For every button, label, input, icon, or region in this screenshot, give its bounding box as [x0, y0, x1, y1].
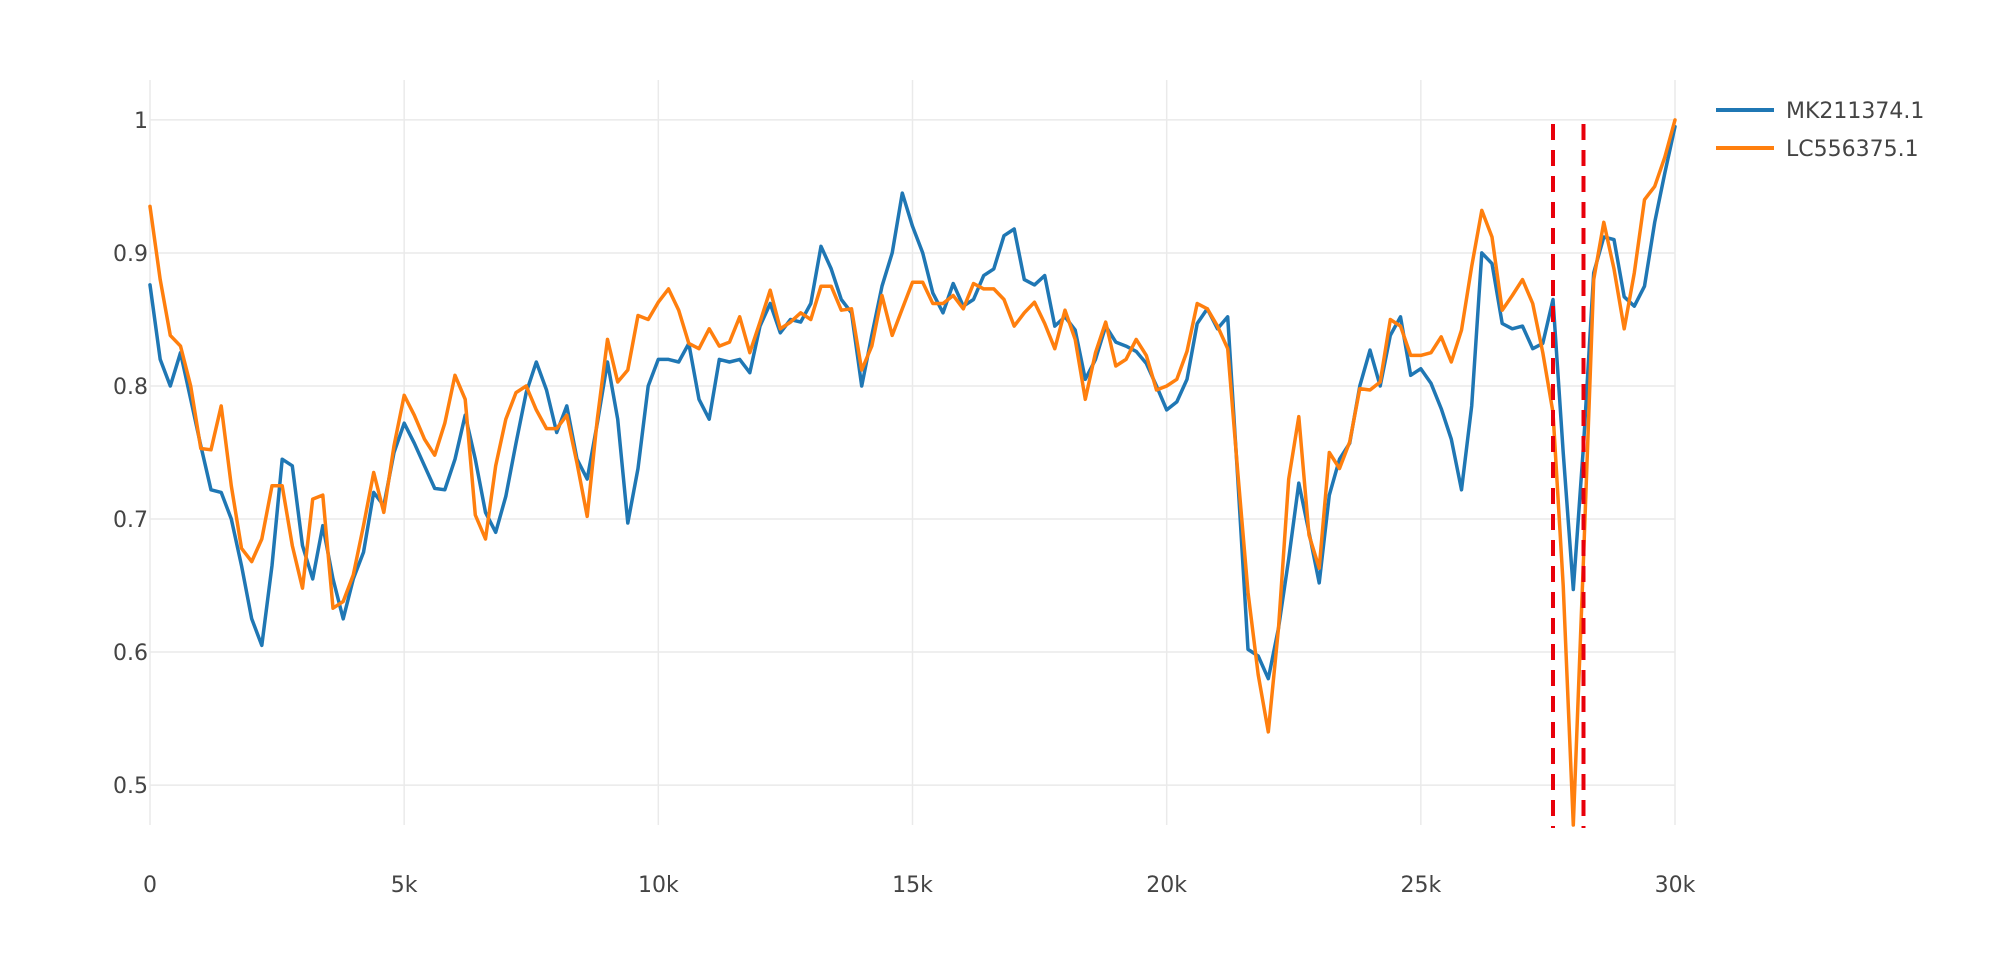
- y-tick-label: 1: [134, 109, 148, 134]
- y-tick-label: 0.5: [113, 774, 148, 799]
- series-line-0[interactable]: [148, 124, 1677, 681]
- y-tick-label: 0.6: [113, 641, 148, 666]
- x-tick-label: 20k: [1146, 873, 1187, 898]
- grid-lines: [149, 80, 1676, 825]
- y-tick-label: 0.7: [113, 508, 148, 533]
- x-tick-label: 10k: [638, 873, 679, 898]
- x-tick-label: 0: [143, 873, 157, 898]
- dashed-markers: [1551, 124, 1586, 828]
- y-tick-label: 0.8: [113, 375, 148, 400]
- legend-item-0[interactable]: MK211374.1: [1716, 99, 1924, 124]
- plot-area: [148, 118, 1677, 827]
- x-axis: 0 5k 10k 15k 20k 25k 30k: [143, 873, 1696, 898]
- x-tick-label: 25k: [1400, 873, 1441, 898]
- legend-label: MK211374.1: [1786, 99, 1924, 124]
- series-line-1[interactable]: [148, 118, 1677, 827]
- x-tick-label: 30k: [1655, 873, 1696, 898]
- x-tick-label: 15k: [892, 873, 933, 898]
- y-tick-label: 0.9: [113, 242, 148, 267]
- legend-item-1[interactable]: LC556375.1: [1716, 137, 1919, 162]
- y-axis: 0.5 0.6 0.7 0.8 0.9 1: [113, 109, 148, 799]
- legend[interactable]: MK211374.1 LC556375.1: [1716, 99, 1924, 162]
- x-tick-label: 5k: [391, 873, 418, 898]
- legend-label: LC556375.1: [1786, 137, 1919, 162]
